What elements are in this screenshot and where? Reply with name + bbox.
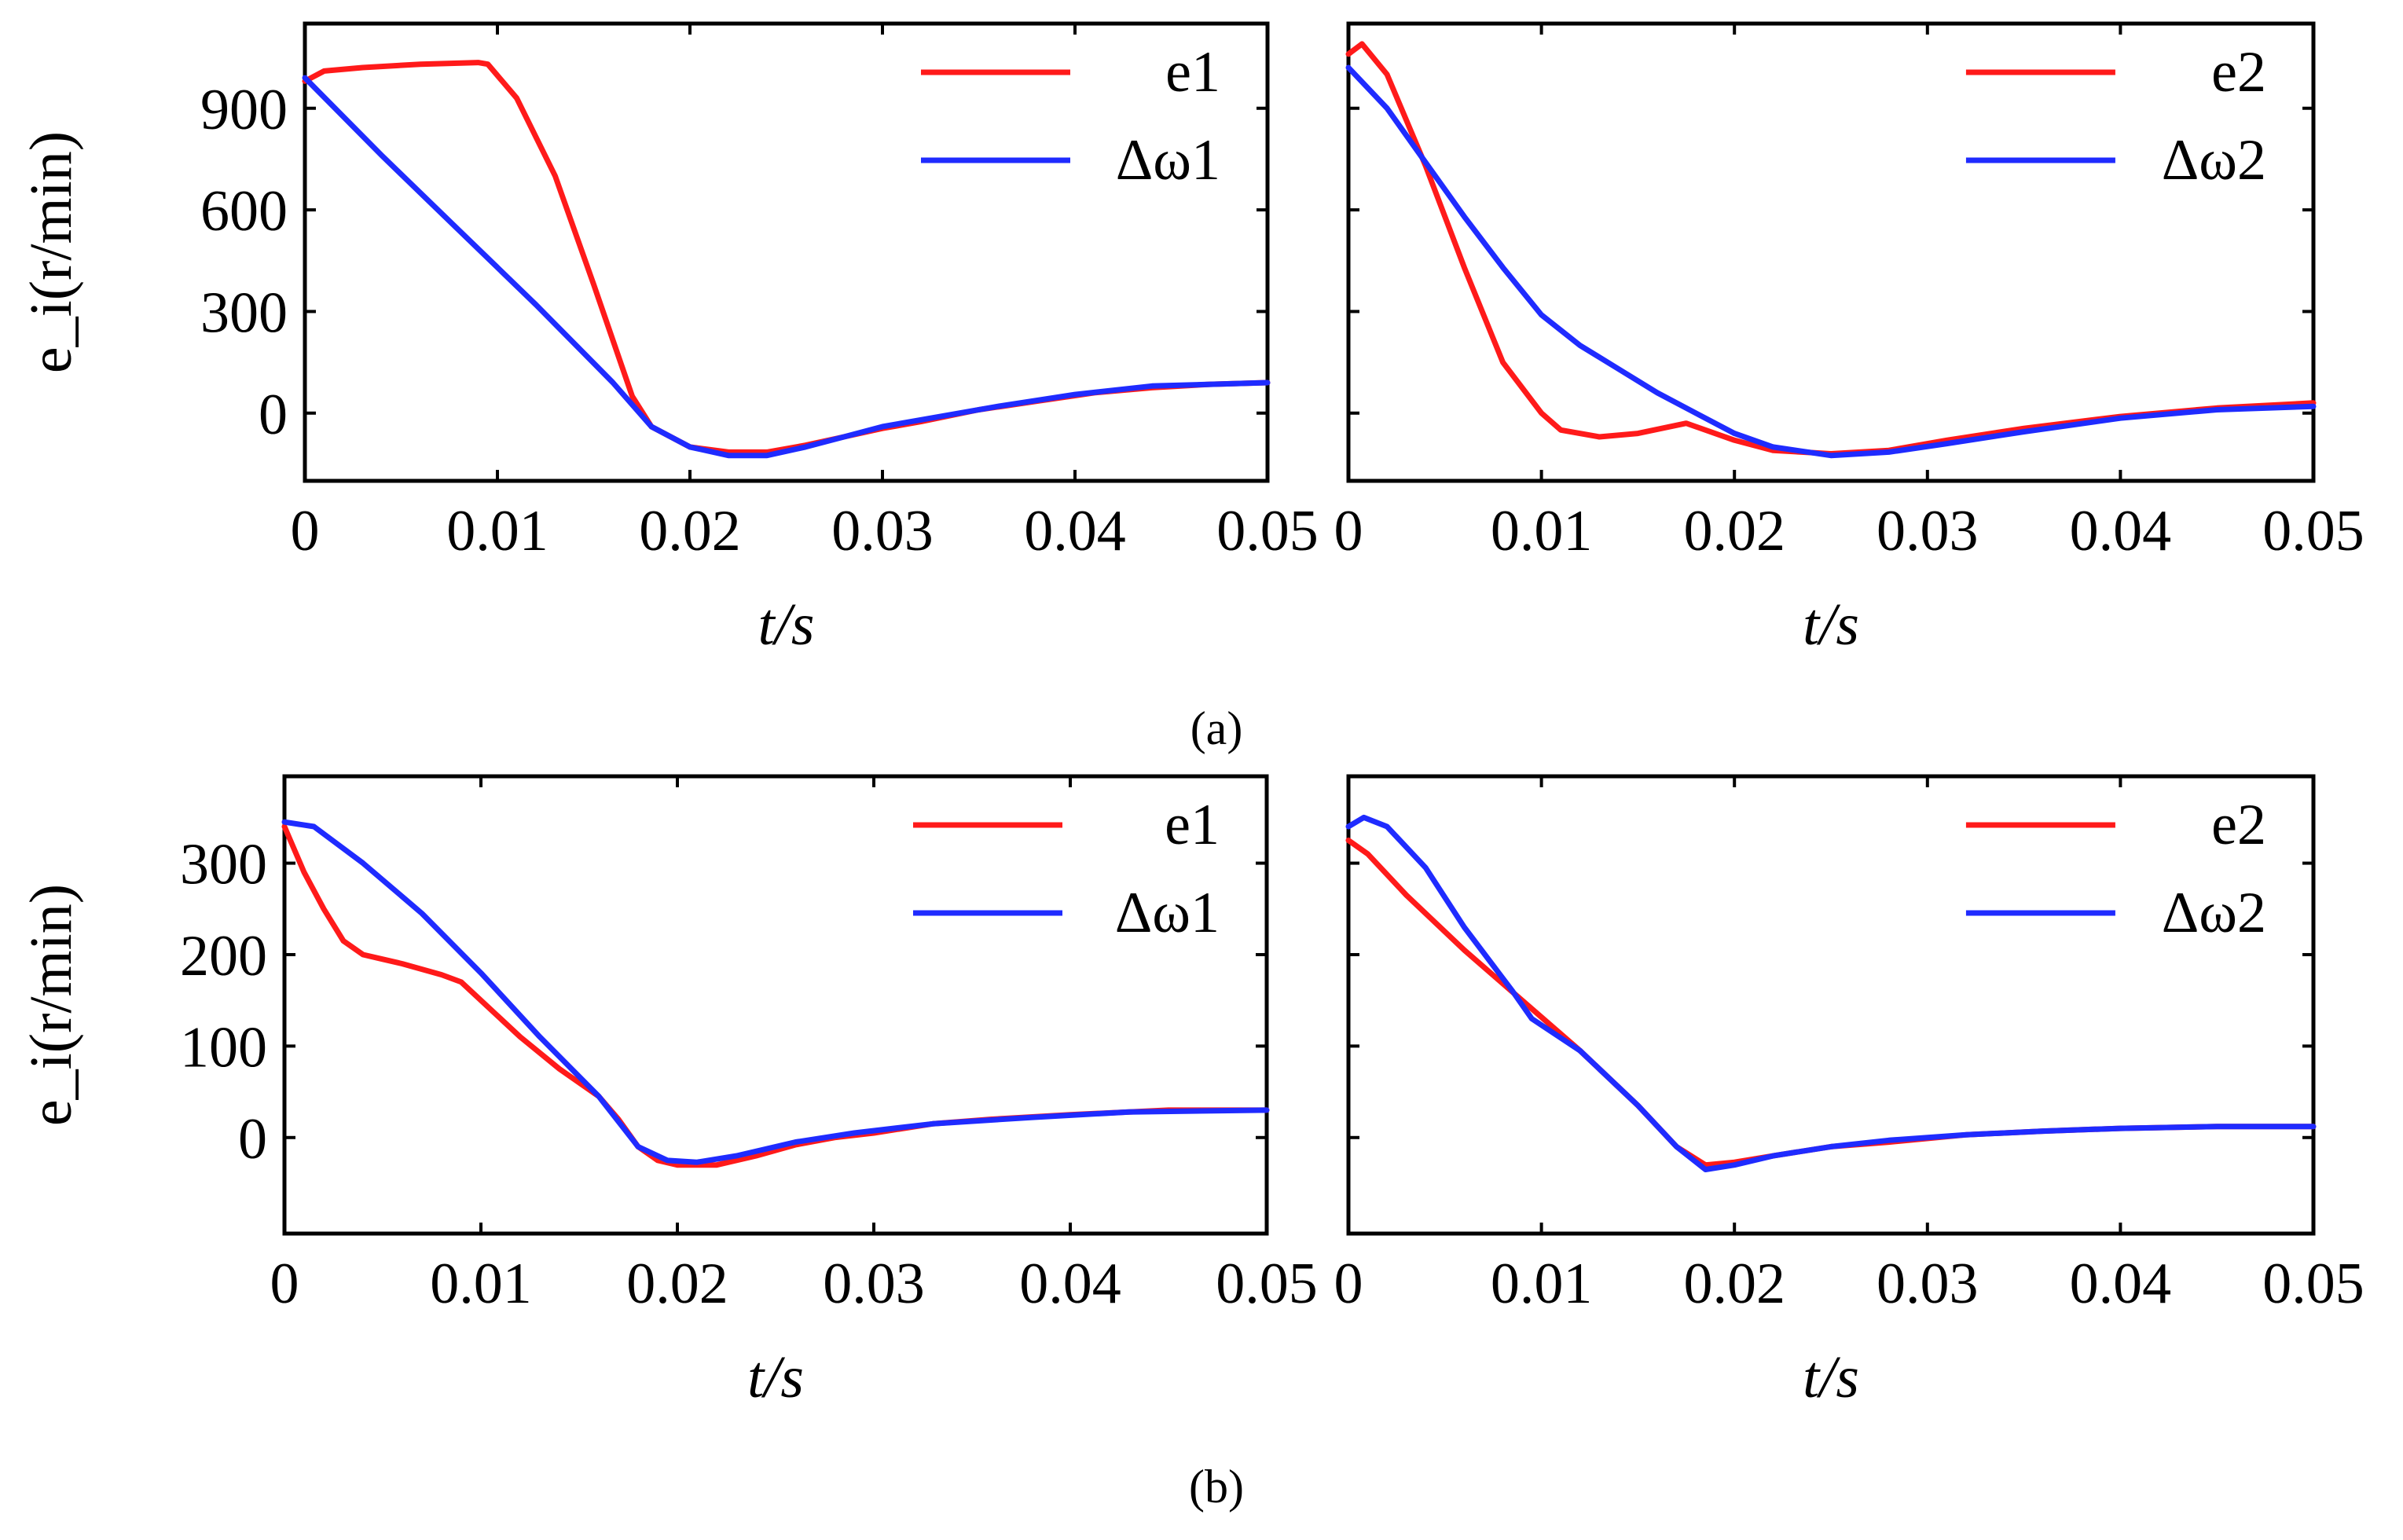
x-tick-label: 0.04 (1024, 499, 1126, 563)
caption-b: (b) (1189, 1461, 1244, 1512)
plot-frame (282, 774, 1269, 1236)
y-tick-label: 900 (200, 78, 288, 142)
legend-label: e1 (1165, 793, 1220, 857)
x-tick-label: 0 (1334, 499, 1363, 563)
x-tick-label: 0.01 (1491, 499, 1593, 563)
series-line-speed-diff (302, 75, 1271, 459)
x-axis-label: t/s (1803, 592, 1859, 658)
x-axis-label: t/s (758, 592, 815, 658)
chart-panel-b-right: 0 0.01 0.02 0.03 0.04 0.05 e2 Δω2 t/s (1334, 774, 2364, 1410)
x-tick-label: 0.02 (626, 1252, 728, 1316)
x-tick-label: 0.03 (1877, 499, 1979, 563)
x-tick-label: 0.03 (1877, 1252, 1979, 1316)
x-tick-label: 0.04 (1019, 1252, 1121, 1316)
x-tick-label: 0.01 (430, 1252, 532, 1316)
x-tick-label: 0 (291, 499, 320, 563)
y-tick-label: 300 (200, 280, 288, 345)
x-tick-label: 0.01 (1491, 1252, 1593, 1316)
x-tick-label: 0.03 (831, 499, 934, 563)
x-tick-label: 0.05 (2262, 499, 2364, 563)
legend-label: e1 (1165, 40, 1220, 104)
y-tick-label: 200 (180, 924, 267, 988)
x-tick-label: 0 (270, 1252, 299, 1316)
plot-frame (303, 21, 1270, 483)
series-line-speed-diff (281, 819, 1270, 1165)
legend-label: Δω1 (1115, 881, 1220, 945)
series-line-error (1345, 41, 2317, 456)
y-axis-label: e_i(r/min) (18, 884, 84, 1126)
plot-frame (1346, 21, 2316, 483)
series-line-error (302, 60, 1271, 455)
x-tick-label: 0.01 (446, 499, 548, 563)
x-tick-label: 0.02 (1683, 499, 1785, 563)
y-tick-label: 600 (200, 179, 288, 244)
x-tick-label: 0.04 (2070, 499, 2172, 563)
y-tick-label: 100 (180, 1015, 267, 1080)
y-tick-label: 0 (259, 383, 288, 447)
series-line-speed-diff (1345, 814, 2317, 1172)
x-tick-label: 0.03 (823, 1252, 925, 1316)
x-tick-label: 0.05 (2262, 1252, 2364, 1316)
legend-label: Δω2 (2162, 128, 2266, 192)
y-axis-label: e_i(r/min) (18, 131, 84, 373)
series-line-speed-diff (1345, 64, 2317, 459)
y-tick-label: 300 (180, 833, 267, 897)
y-tick-label: 0 (238, 1107, 267, 1172)
chart-panel-a-left: 0 0.01 0.02 0.03 0.04 0.05 0 300 600 900 e1 Δω1 t/s e… (18, 21, 1319, 658)
x-tick-label: 0 (1334, 1252, 1363, 1316)
legend-label: e2 (2211, 40, 2266, 104)
x-tick-label: 0.05 (1216, 499, 1319, 563)
x-tick-label: 0.02 (639, 499, 741, 563)
x-tick-label: 0.04 (2070, 1252, 2172, 1316)
chart-panel-b-left: 0 0.01 0.02 0.03 0.04 0.05 0 100 200 300 e1 Δω1 t/s e… (18, 774, 1318, 1410)
legend-label: e2 (2211, 793, 2266, 857)
x-axis-label: t/s (1803, 1344, 1859, 1410)
x-axis-label: t/s (747, 1344, 804, 1410)
legend-label: Δω1 (1116, 128, 1220, 192)
legend-label: Δω2 (2162, 881, 2266, 945)
caption-a: (a) (1190, 702, 1243, 754)
plot-frame (1346, 774, 2316, 1236)
x-tick-label: 0.05 (1216, 1252, 1318, 1316)
x-tick-label: 0.02 (1683, 1252, 1785, 1316)
chart-panel-a-right: 0 0.01 0.02 0.03 0.04 0.05 e2 Δω2 t/s (1334, 21, 2364, 658)
